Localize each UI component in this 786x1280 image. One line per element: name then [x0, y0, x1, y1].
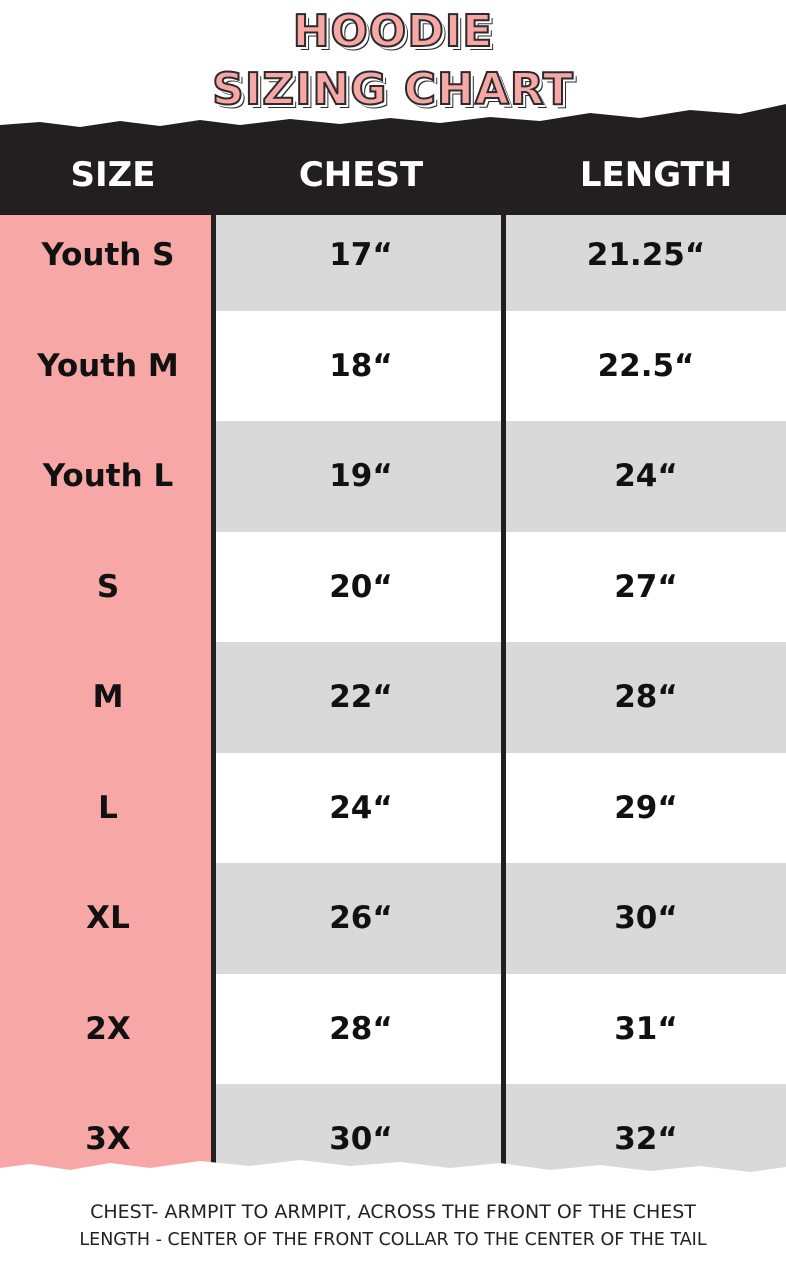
table-cell: Youth L: [42, 458, 174, 495]
table-cell: 24“: [614, 458, 678, 495]
table-cell: M: [92, 679, 124, 716]
table-cell: S: [96, 568, 120, 605]
note: CHEST- ARMPIT TO ARMPIT, ACROSS THE FRON…: [90, 1201, 696, 1223]
table-cell: 29“: [614, 789, 678, 826]
table-cell: XL: [86, 900, 130, 937]
column-header: SIZE: [70, 155, 156, 195]
table-cell: 19“: [329, 458, 393, 495]
table-cell: 22.5“: [597, 347, 695, 384]
table-cell: 2X: [85, 1010, 131, 1047]
table-cell: 31“: [614, 1010, 678, 1047]
table-cell: 30“: [329, 1121, 393, 1158]
table-cell: 30“: [614, 900, 678, 937]
bottom-edge: [0, 1160, 786, 1280]
table-cell: 20“: [329, 568, 393, 605]
size-column-bg: [0, 200, 212, 1180]
table-cell: 26“: [329, 900, 393, 937]
column-header: CHEST: [298, 155, 424, 195]
note: LENGTH - CENTER OF THE FRONT COLLAR TO T…: [79, 1230, 707, 1250]
column-divider: [211, 200, 216, 1180]
table-cell: Youth M: [37, 347, 179, 384]
table-cell: 32“: [614, 1121, 678, 1158]
table-cell: Youth S: [41, 237, 175, 274]
table-cell: 27“: [614, 568, 678, 605]
table-cell: 21.25“: [586, 237, 706, 274]
table-cell: 24“: [329, 789, 393, 826]
table-cell: L: [98, 789, 118, 826]
table-cell: 22“: [329, 679, 393, 716]
header-band: [0, 104, 786, 215]
table-cell: 28“: [329, 1010, 393, 1047]
column-header: LENGTH: [579, 155, 733, 195]
table-cell: 3X: [85, 1121, 131, 1158]
title-line: SIZING CHART: [211, 64, 574, 115]
title-line: HOODIE: [292, 6, 494, 57]
column-divider: [501, 200, 506, 1180]
table-cell: 28“: [614, 679, 678, 716]
table-cell: 18“: [329, 347, 393, 384]
table-cell: 17“: [329, 237, 393, 274]
